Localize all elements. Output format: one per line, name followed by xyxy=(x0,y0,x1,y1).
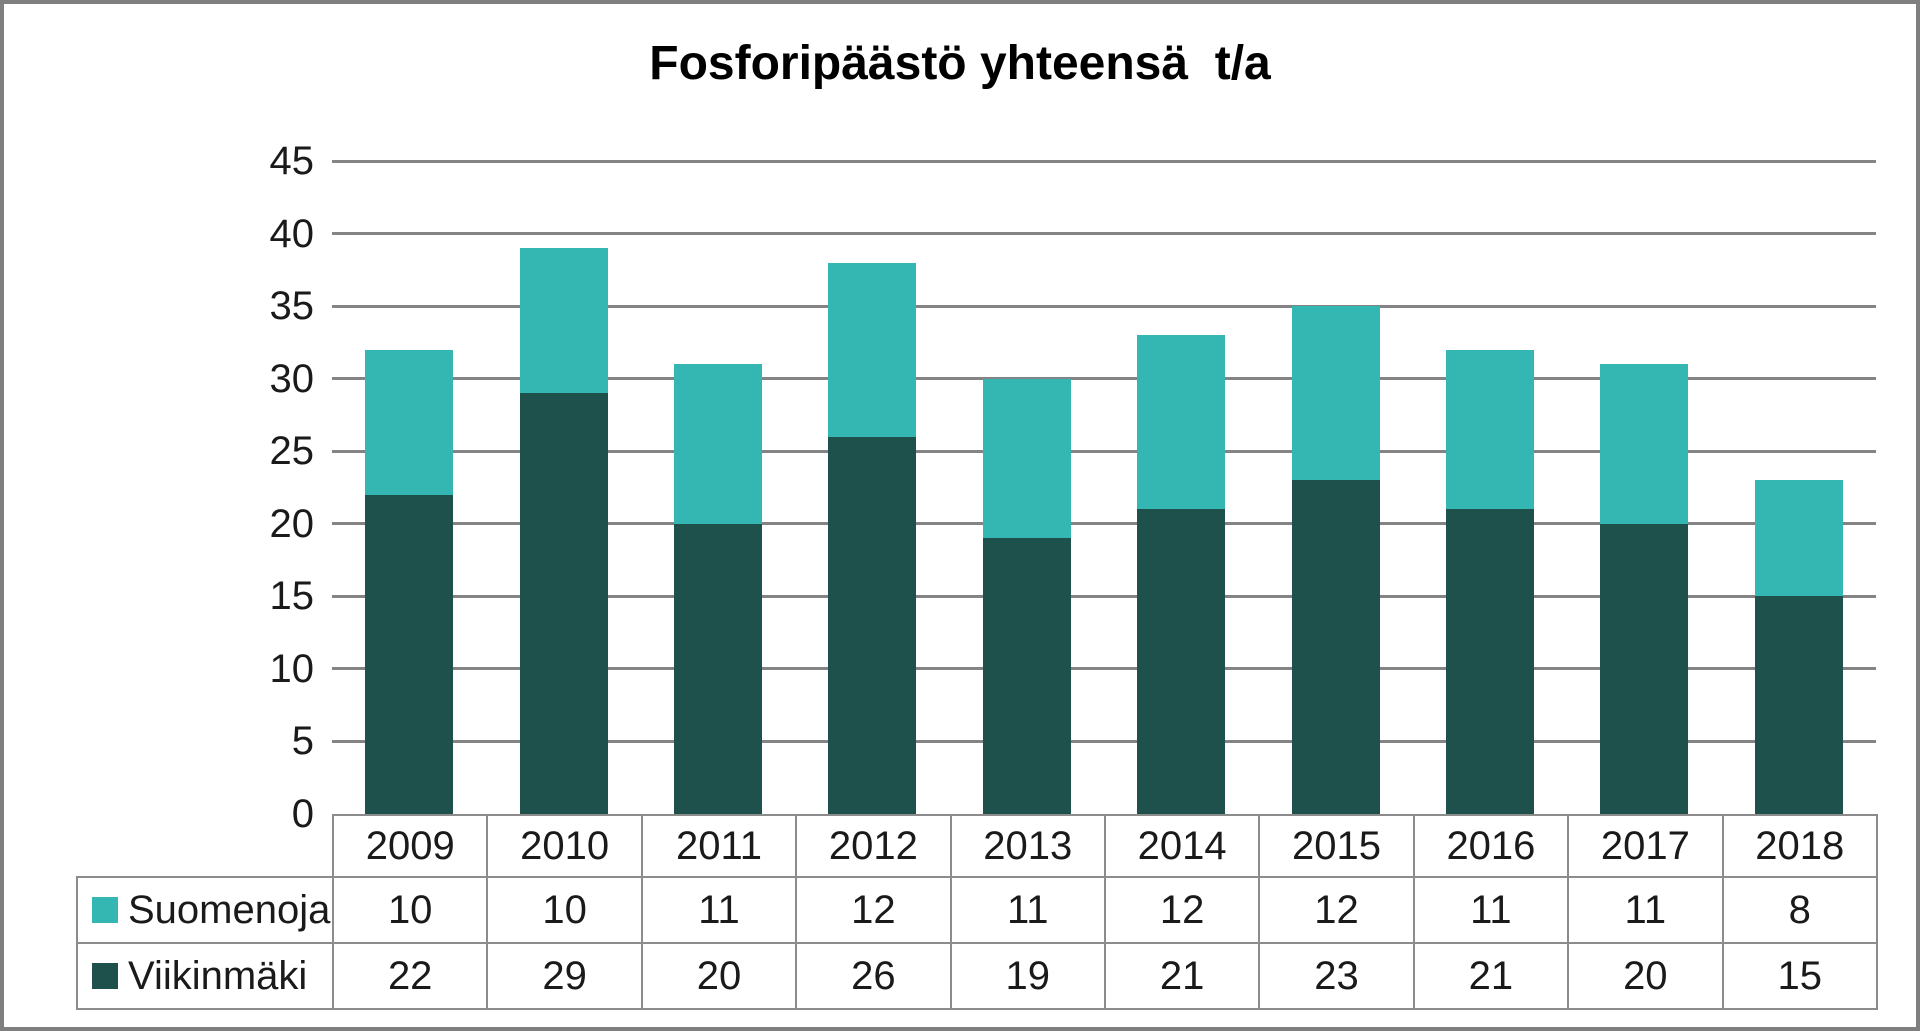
bar-segment-suomenoja-2018 xyxy=(1754,480,1843,597)
value-cell-viikinmaki-2017: 20 xyxy=(1567,942,1724,1010)
year-cell-2017: 2017 xyxy=(1567,814,1724,878)
value-cell-suomenoja-2010: 10 xyxy=(486,876,643,944)
bar-segment-suomenoja-2010 xyxy=(519,248,608,394)
y-axis-label: 40 xyxy=(269,211,315,256)
y-axis-label: 30 xyxy=(269,356,315,401)
y-axis-label: 35 xyxy=(269,284,315,329)
y-axis-label: 45 xyxy=(269,139,315,183)
value-cell-suomenoja-2017: 11 xyxy=(1567,876,1724,944)
year-cell-2012: 2012 xyxy=(795,814,952,878)
bar-segment-viikinmaki-2018 xyxy=(1754,596,1843,814)
data-table: 2009 2010 2011 2012 2013 2014 2015 2016 2017 2018… xyxy=(76,814,1878,1010)
suomenoja-row: Suomenoja 10 10 11 12 11 12 12 11 11 8 xyxy=(76,876,1878,944)
bar-segment-suomenoja-2009 xyxy=(365,349,454,495)
value-cell-viikinmaki-2012: 26 xyxy=(795,942,952,1010)
value-cell-viikinmaki-2018: 15 xyxy=(1721,942,1878,1010)
bar-segment-viikinmaki-2017 xyxy=(1600,523,1689,814)
legend-inner-viikinmaki: Viikinmäki xyxy=(79,953,331,999)
viikinmaki-swatch-icon xyxy=(92,963,118,989)
y-axis-label: 15 xyxy=(269,574,315,619)
viikinmaki-row: Viikinmäki 22 29 20 26 19 21 23 21 20 15 xyxy=(76,942,1878,1010)
year-cell-2014: 2014 xyxy=(1103,814,1261,878)
bar-segment-viikinmaki-2010 xyxy=(519,393,608,814)
suomenoja-swatch-icon xyxy=(92,897,118,923)
bar-segment-viikinmaki-2016 xyxy=(1446,509,1534,814)
y-axis-label: 0 xyxy=(291,792,314,836)
value-cell-viikinmaki-2015: 23 xyxy=(1258,942,1415,1010)
legend-label-viikinmaki: Viikinmäki xyxy=(128,953,308,998)
value-cell-viikinmaki-2010: 29 xyxy=(486,942,643,1010)
gridline xyxy=(332,449,1876,453)
value-cell-suomenoja-2011: 11 xyxy=(640,876,798,944)
value-cell-suomenoja-2015: 12 xyxy=(1258,876,1415,944)
value-cell-viikinmaki-2014: 21 xyxy=(1103,942,1261,1010)
bar-segment-suomenoja-2017 xyxy=(1600,364,1689,524)
legend-label-suomenoja: Suomenoja xyxy=(128,887,331,932)
gridline xyxy=(332,159,1876,163)
value-cell-viikinmaki-2013: 19 xyxy=(949,942,1106,1010)
gridline xyxy=(332,739,1876,743)
bar-segment-viikinmaki-2013 xyxy=(982,538,1071,814)
bar-segment-suomenoja-2011 xyxy=(674,364,762,524)
bar-segment-suomenoja-2014 xyxy=(1137,335,1226,510)
bar-segment-viikinmaki-2014 xyxy=(1137,509,1226,814)
bar-segment-viikinmaki-2011 xyxy=(674,523,762,814)
y-axis-label: 20 xyxy=(269,501,315,546)
y-axis-label: 25 xyxy=(269,429,315,474)
bar-segment-suomenoja-2013 xyxy=(982,378,1071,539)
value-cell-viikinmaki-2011: 20 xyxy=(640,942,798,1010)
value-cell-suomenoja-2013: 11 xyxy=(949,876,1106,944)
gridline xyxy=(332,522,1876,526)
year-cell-2013: 2013 xyxy=(949,814,1106,878)
year-cell-2009: 2009 xyxy=(331,814,489,878)
table-corner-spacer xyxy=(77,815,333,877)
year-cell-2018: 2018 xyxy=(1721,814,1878,878)
year-row: 2009 2010 2011 2012 2013 2014 2015 2016 2017 2018 xyxy=(77,814,1878,878)
gridline xyxy=(332,304,1876,308)
legend-cell-suomenoja: Suomenoja xyxy=(76,876,334,944)
y-axis-label: 5 xyxy=(291,719,314,764)
value-cell-suomenoja-2009: 10 xyxy=(331,876,489,944)
year-cell-2015: 2015 xyxy=(1258,814,1415,878)
bar-segment-viikinmaki-2015 xyxy=(1291,480,1380,814)
gridline xyxy=(332,377,1876,381)
gridline xyxy=(332,232,1876,236)
y-axis-label: 10 xyxy=(269,646,315,691)
year-cell-2011: 2011 xyxy=(640,814,798,878)
year-cell-2010: 2010 xyxy=(486,814,643,878)
value-cell-suomenoja-2016: 11 xyxy=(1412,876,1570,944)
value-cell-suomenoja-2018: 8 xyxy=(1721,876,1878,944)
bar-segment-suomenoja-2015 xyxy=(1291,306,1380,481)
legend-cell-viikinmaki: Viikinmäki xyxy=(76,942,334,1010)
bar-segment-viikinmaki-2012 xyxy=(828,436,917,814)
gridline xyxy=(332,594,1876,598)
value-cell-suomenoja-2012: 12 xyxy=(795,876,952,944)
bar-segment-suomenoja-2012 xyxy=(828,262,917,437)
chart-title: Fosforipäästö yhteensä t/a xyxy=(649,37,1271,90)
bar-segment-viikinmaki-2009 xyxy=(365,494,454,814)
value-cell-viikinmaki-2016: 21 xyxy=(1412,942,1570,1010)
year-cell-2016: 2016 xyxy=(1412,814,1570,878)
legend-inner-suomenoja: Suomenoja xyxy=(79,887,331,933)
gridline xyxy=(332,667,1876,671)
bar-segment-suomenoja-2016 xyxy=(1446,349,1534,510)
value-cell-viikinmaki-2009: 22 xyxy=(331,942,489,1010)
value-cell-suomenoja-2014: 12 xyxy=(1103,876,1261,944)
